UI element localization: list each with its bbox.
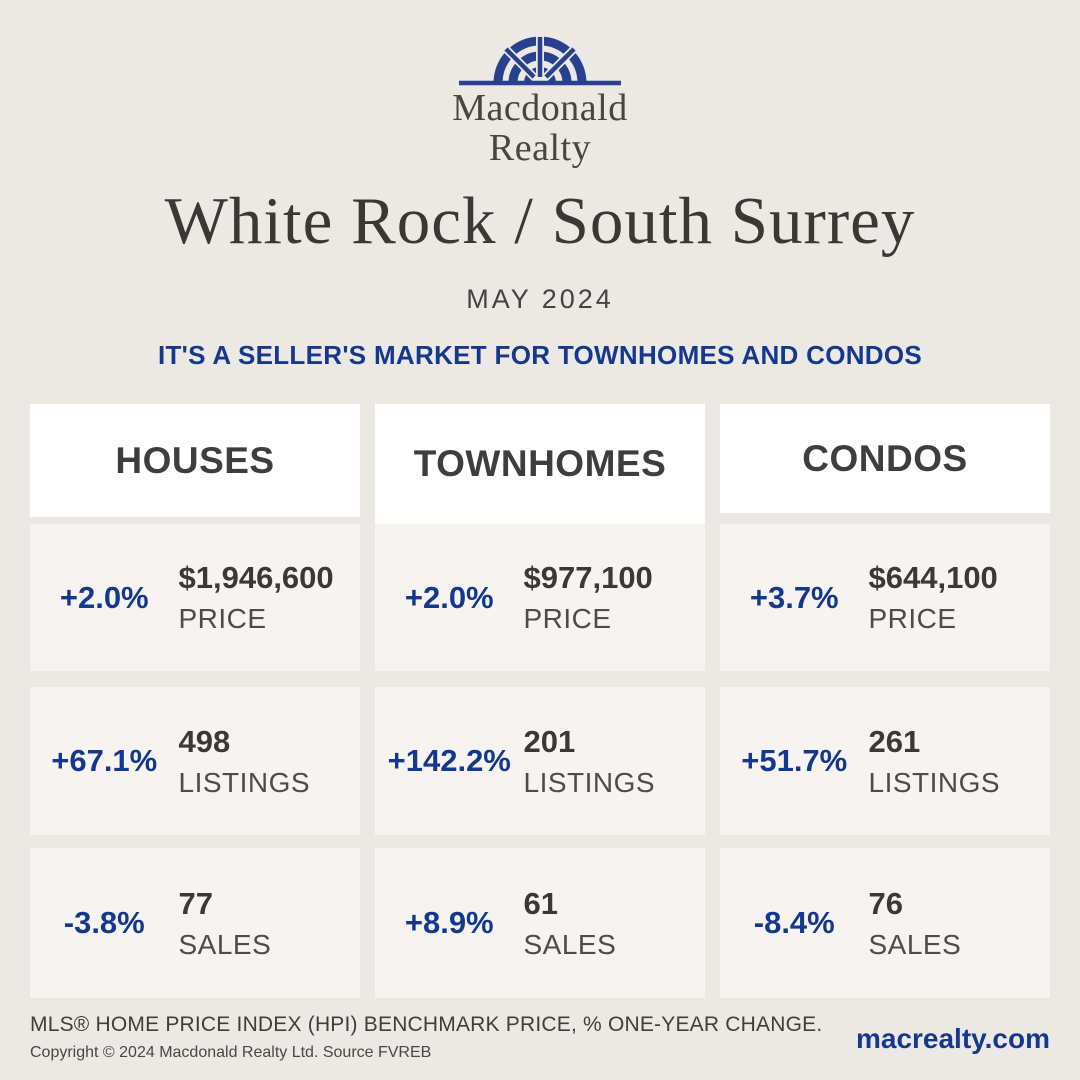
townhomes-header-slot: TOWNHOMES bbox=[375, 404, 705, 524]
houses-sales-value: 77 bbox=[178, 885, 213, 921]
page-title: White Rock / South Surrey bbox=[164, 184, 916, 258]
houses-listings-label: LISTINGS bbox=[178, 766, 311, 798]
condos-price-value: $644,100 bbox=[868, 560, 998, 595]
condos-price-change: +3.7% bbox=[749, 579, 839, 615]
fanlight-arch-icon bbox=[459, 35, 621, 86]
macdonald-realty-logo: Macdonald Realty bbox=[0, 0, 1080, 167]
website-link[interactable]: macrealty.com bbox=[855, 1023, 1050, 1054]
condos-sales-value: 76 bbox=[868, 885, 903, 921]
houses-listings-value: 498 bbox=[178, 723, 231, 759]
condos-price-label: PRICE bbox=[868, 603, 957, 634]
column-houses: HOUSES +2.0% $1,946,600 PRICE +67.1% 498… bbox=[30, 404, 360, 998]
condos-sales-cell: -8.4% 76 SALES bbox=[720, 848, 1050, 998]
header-section: Macdonald Realty White Rock / South Surr… bbox=[0, 0, 1080, 371]
hpi-benchmark-note: MLS® HOME PRICE INDEX (HPI) BENCHMARK PR… bbox=[30, 1013, 823, 1036]
townhomes-sales-value: 61 bbox=[523, 885, 558, 921]
market-tagline: IT'S A SELLER'S MARKET FOR TOWNHOMES AND… bbox=[157, 340, 923, 370]
townhomes-header-card: TOWNHOMES bbox=[375, 404, 705, 524]
column-townhomes: TOWNHOMES +2.0% $977,100 PRICE +142.2% 2… bbox=[375, 404, 705, 998]
houses-price-value: $1,946,600 bbox=[178, 560, 334, 595]
townhomes-listings-value: 201 bbox=[523, 723, 576, 759]
footer: MLS® HOME PRICE INDEX (HPI) BENCHMARK PR… bbox=[30, 1013, 1050, 1062]
condos-price-cell: +3.7% $644,100 PRICE bbox=[720, 524, 1050, 671]
brand-name-line2: Realty bbox=[488, 127, 592, 169]
condos-listings-value: 261 bbox=[868, 723, 921, 759]
condos-header-slot: CONDOS bbox=[720, 404, 1050, 524]
condos-listings-label: LISTINGS bbox=[868, 766, 1001, 798]
condos-sales-change: -8.4% bbox=[753, 905, 835, 940]
townhomes-listings-change: +142.2% bbox=[387, 743, 511, 778]
houses-sales-label: SALES bbox=[178, 928, 272, 960]
townhomes-sales-cell: +8.9% 61 SALES bbox=[375, 848, 705, 998]
brand-name-line1: Macdonald bbox=[452, 87, 628, 129]
houses-header-slot: HOUSES bbox=[30, 404, 360, 524]
condos-header-card: CONDOS bbox=[720, 404, 1050, 513]
houses-price-change: +2.0% bbox=[59, 579, 149, 615]
houses-listings-cell: +67.1% 498 LISTINGS bbox=[30, 687, 360, 835]
houses-sales-change: -3.8% bbox=[63, 905, 145, 940]
condos-listings-change: +51.7% bbox=[741, 743, 848, 778]
houses-listings-change: +67.1% bbox=[51, 743, 158, 778]
townhomes-listings-cell: +142.2% 201 LISTINGS bbox=[375, 687, 705, 835]
houses-header-label: HOUSES bbox=[115, 439, 275, 481]
condos-listings-cell: +51.7% 261 LISTINGS bbox=[720, 687, 1050, 835]
houses-price-label: PRICE bbox=[178, 603, 267, 634]
column-condos: CONDOS +3.7% $644,100 PRICE +51.7% 261 L… bbox=[720, 404, 1050, 998]
townhomes-price-cell: +2.0% $977,100 PRICE bbox=[375, 524, 705, 671]
townhomes-listings-label: LISTINGS bbox=[523, 766, 656, 798]
houses-price-cell: +2.0% $1,946,600 PRICE bbox=[30, 524, 360, 671]
copyright-note: Copyright © 2024 Macdonald Realty Ltd. S… bbox=[30, 1044, 432, 1061]
houses-sales-cell: -3.8% 77 SALES bbox=[30, 848, 360, 998]
condos-sales-label: SALES bbox=[868, 928, 962, 960]
houses-header-card: HOUSES bbox=[30, 404, 360, 517]
townhomes-price-change: +2.0% bbox=[404, 579, 494, 615]
townhomes-header-label: TOWNHOMES bbox=[413, 443, 667, 484]
condos-header-label: CONDOS bbox=[802, 437, 968, 479]
townhomes-sales-label: SALES bbox=[523, 928, 617, 960]
townhomes-sales-change: +8.9% bbox=[404, 905, 494, 940]
townhomes-price-value: $977,100 bbox=[523, 560, 653, 595]
stats-grid: HOUSES +2.0% $1,946,600 PRICE +67.1% 498… bbox=[30, 404, 1050, 998]
report-date: MAY 2024 bbox=[466, 284, 614, 314]
townhomes-price-label: PRICE bbox=[523, 603, 612, 634]
